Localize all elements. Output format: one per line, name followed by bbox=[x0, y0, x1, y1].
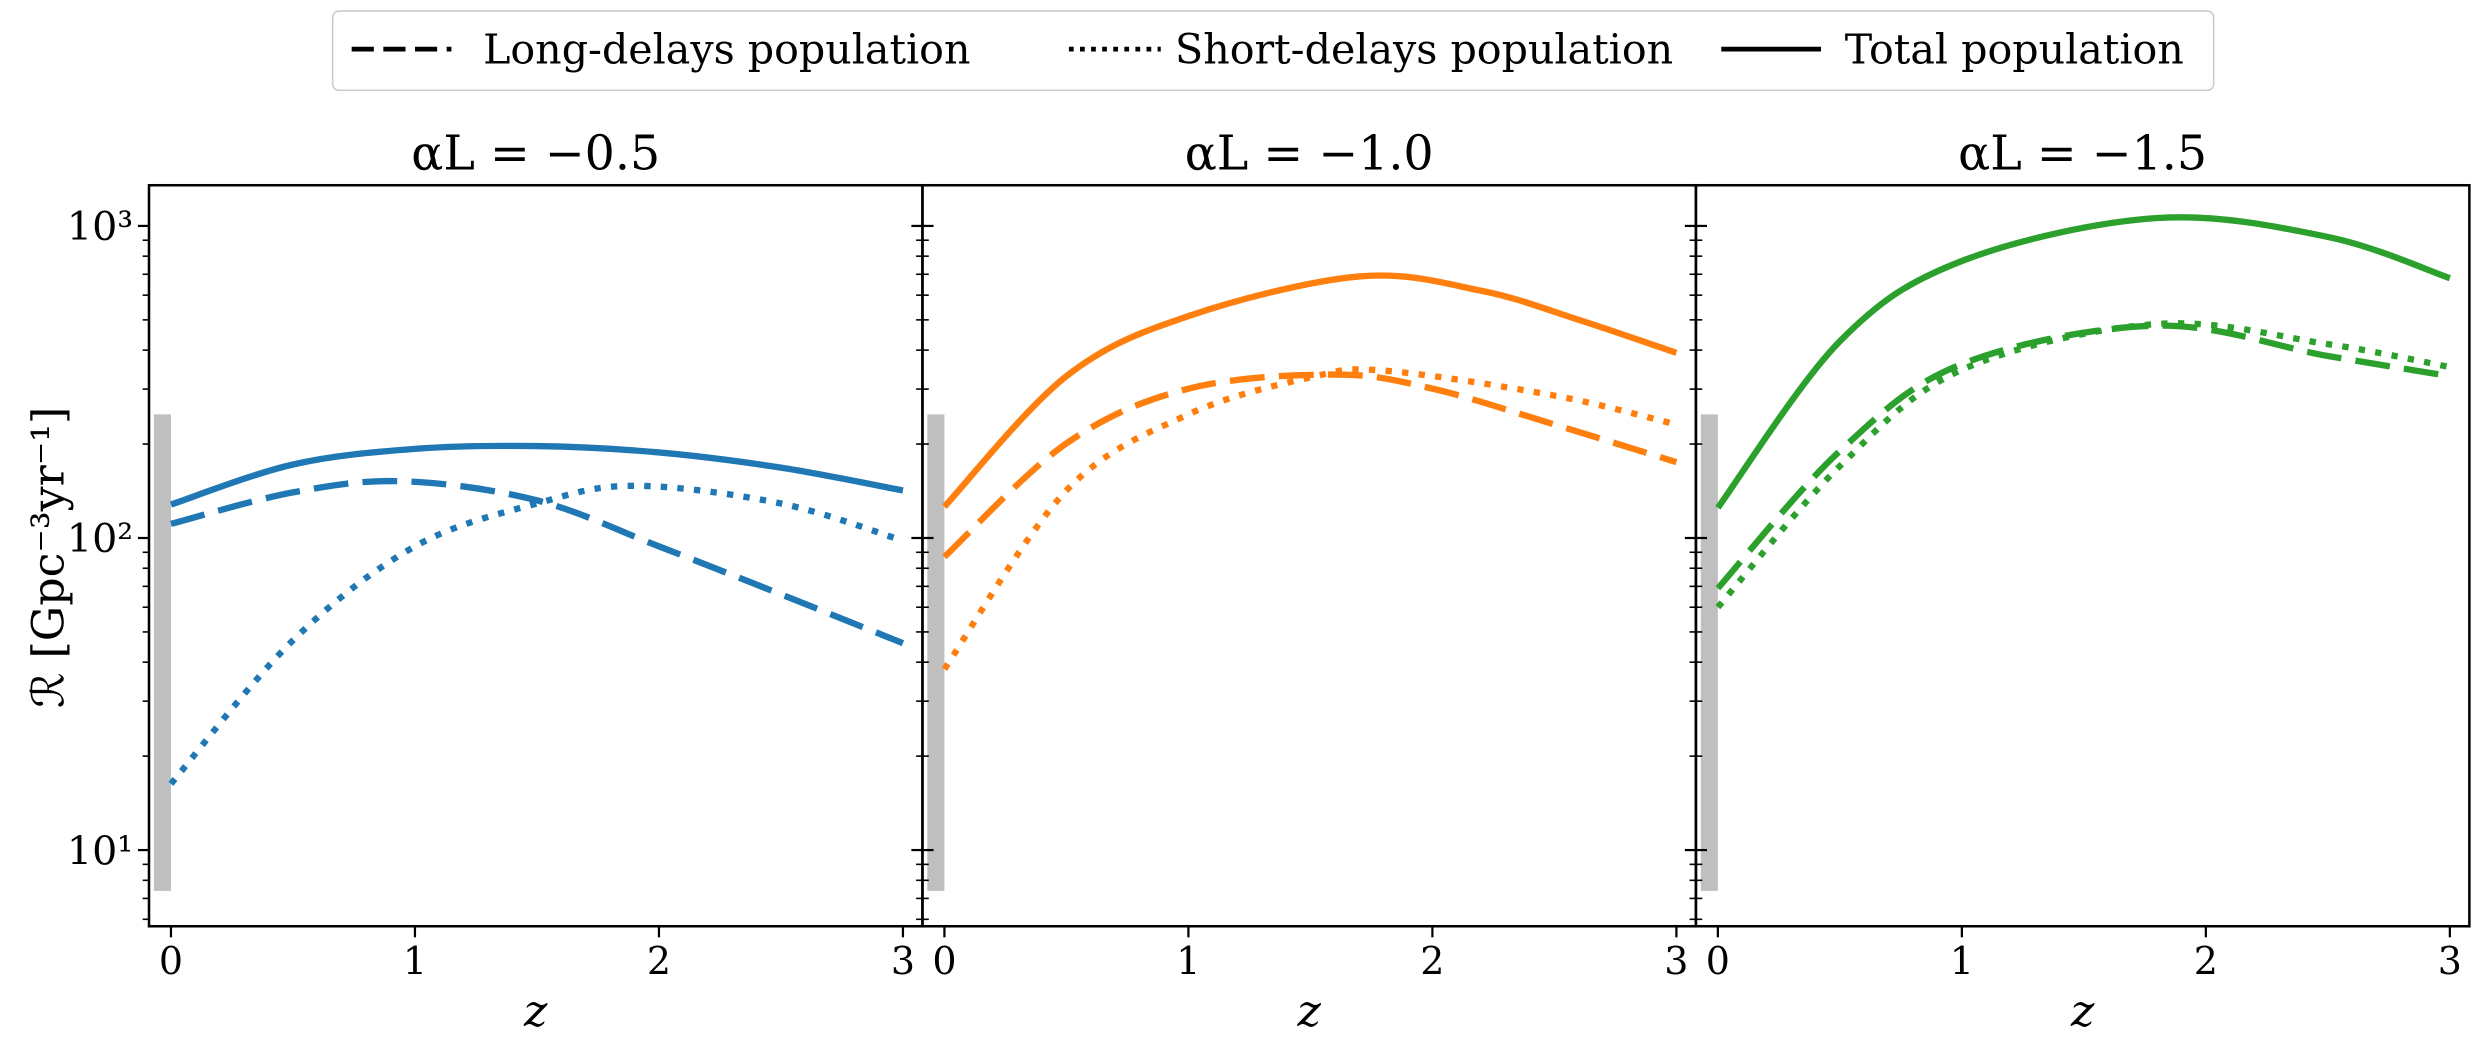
legend-label-total: Total population bbox=[1845, 25, 2184, 73]
series-dashed-long-delays-population bbox=[170, 477, 905, 647]
x-axis-label: z bbox=[2070, 986, 2095, 1037]
panel-1: αL = −0.5 0 1 2 3 z 10¹ 10² 10³ bbox=[67, 126, 924, 1037]
x-tick-label: 0 bbox=[159, 939, 183, 983]
x-tick-label: 1 bbox=[1176, 939, 1200, 983]
shaded-band bbox=[153, 414, 171, 891]
y-tick-label: 10¹ bbox=[67, 828, 133, 874]
series-solid-total-population bbox=[942, 272, 1678, 509]
x-tick-label: 2 bbox=[647, 939, 671, 983]
series-dashed-long-delays-population bbox=[1715, 322, 2451, 591]
x-tick-label: 3 bbox=[1664, 939, 1688, 983]
series-dotted-short-delays-population bbox=[168, 482, 904, 786]
legend: Long-delays population Short-delays popu… bbox=[331, 10, 2215, 92]
y-tick-label: 10² bbox=[67, 516, 133, 562]
panel-title: αL = −1.5 bbox=[1958, 126, 2207, 181]
series-dashed-long-delays-population bbox=[942, 371, 1678, 560]
x-axis-label: z bbox=[1297, 986, 1322, 1037]
x-tick-label: 1 bbox=[1950, 939, 1974, 983]
x-tick-label: 0 bbox=[932, 939, 956, 983]
x-tick-label: 1 bbox=[403, 939, 427, 983]
x-tick-label: 3 bbox=[891, 939, 915, 983]
series-dotted-short-delays-population bbox=[1715, 320, 2451, 610]
x-tick-label: 2 bbox=[2194, 939, 2218, 983]
series-solid-total-population bbox=[169, 442, 904, 508]
axes-frame bbox=[1694, 183, 2471, 928]
x-tick-label: 2 bbox=[1420, 939, 1444, 983]
legend-label-short: Short-delays population bbox=[1175, 25, 1673, 73]
legend-frame bbox=[331, 10, 2215, 92]
y-axis-label: ℛ [Gpc⁻³yr⁻¹] bbox=[24, 407, 75, 708]
series-dotted-short-delays-population bbox=[941, 366, 1678, 671]
x-tick-label: 0 bbox=[1706, 939, 1730, 983]
axes-frame bbox=[147, 183, 924, 928]
panel-title: αL = −1.0 bbox=[1185, 126, 1434, 181]
panel-3: αL = −1.5 0 1 2 3 z bbox=[1684, 126, 2471, 1037]
x-axis-label: z bbox=[523, 986, 548, 1037]
series-solid-total-population bbox=[1715, 214, 2451, 510]
x-tick-label: 3 bbox=[2438, 939, 2462, 983]
legend-label-long: Long-delays population bbox=[483, 25, 970, 73]
shaded-band bbox=[1700, 414, 1718, 891]
panel-title: αL = −0.5 bbox=[411, 126, 660, 181]
panel-2: αL = −1.0 0 1 2 3 z bbox=[911, 126, 1698, 1037]
axes-frame bbox=[921, 183, 1698, 928]
y-tick-label: 10³ bbox=[67, 204, 133, 250]
shaded-band bbox=[927, 414, 945, 891]
